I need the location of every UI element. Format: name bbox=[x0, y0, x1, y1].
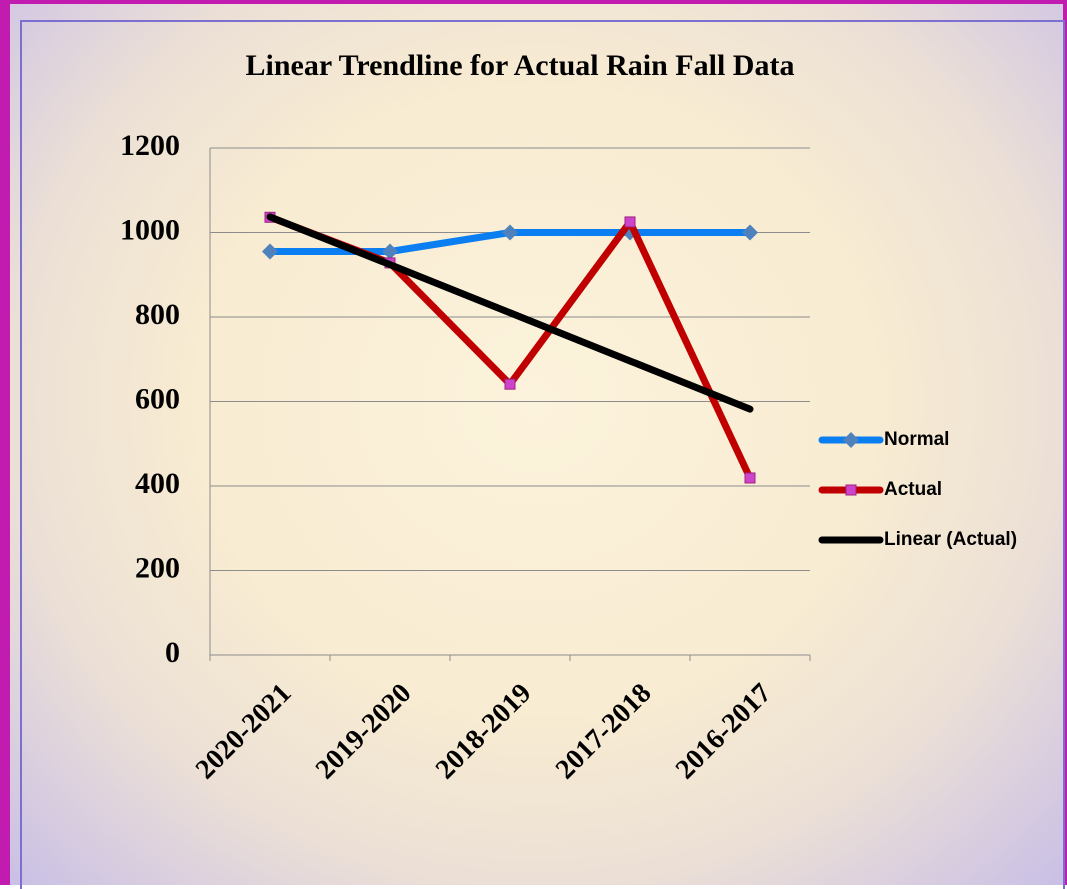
chart-title: Linear Trendline for Actual Rain Fall Da… bbox=[246, 49, 795, 82]
y-tick-label: 400 bbox=[135, 467, 180, 500]
legend-marker bbox=[845, 484, 857, 496]
series-line bbox=[266, 213, 754, 413]
y-tick-label: 1200 bbox=[120, 129, 180, 162]
chart-inner-border bbox=[20, 20, 1065, 889]
x-tick-label: 2020-2021 bbox=[190, 678, 298, 786]
legend-label: Actual bbox=[884, 479, 942, 500]
series-line bbox=[266, 213, 754, 482]
y-tick-label: 1000 bbox=[120, 213, 180, 246]
y-tick-label: 800 bbox=[135, 298, 180, 331]
y-tick-label: 600 bbox=[135, 382, 180, 415]
data-point bbox=[742, 224, 758, 241]
y-tick-label: 0 bbox=[165, 636, 180, 669]
y-tick-label: 200 bbox=[135, 551, 180, 584]
x-tick-label: 2016-2017 bbox=[670, 678, 778, 786]
x-tick-label: 2017-2018 bbox=[550, 678, 658, 786]
data-point bbox=[502, 224, 518, 241]
data-point bbox=[744, 472, 756, 484]
data-point bbox=[382, 243, 398, 260]
data-point bbox=[624, 216, 636, 228]
x-tick-label: 2019-2020 bbox=[310, 678, 418, 786]
data-point bbox=[504, 378, 516, 390]
legend-label: Linear (Actual) bbox=[884, 529, 1017, 550]
legend-label: Normal bbox=[884, 429, 949, 450]
x-tick-label: 2018-2019 bbox=[430, 678, 538, 786]
legend-marker bbox=[843, 432, 859, 448]
data-point bbox=[262, 243, 278, 260]
